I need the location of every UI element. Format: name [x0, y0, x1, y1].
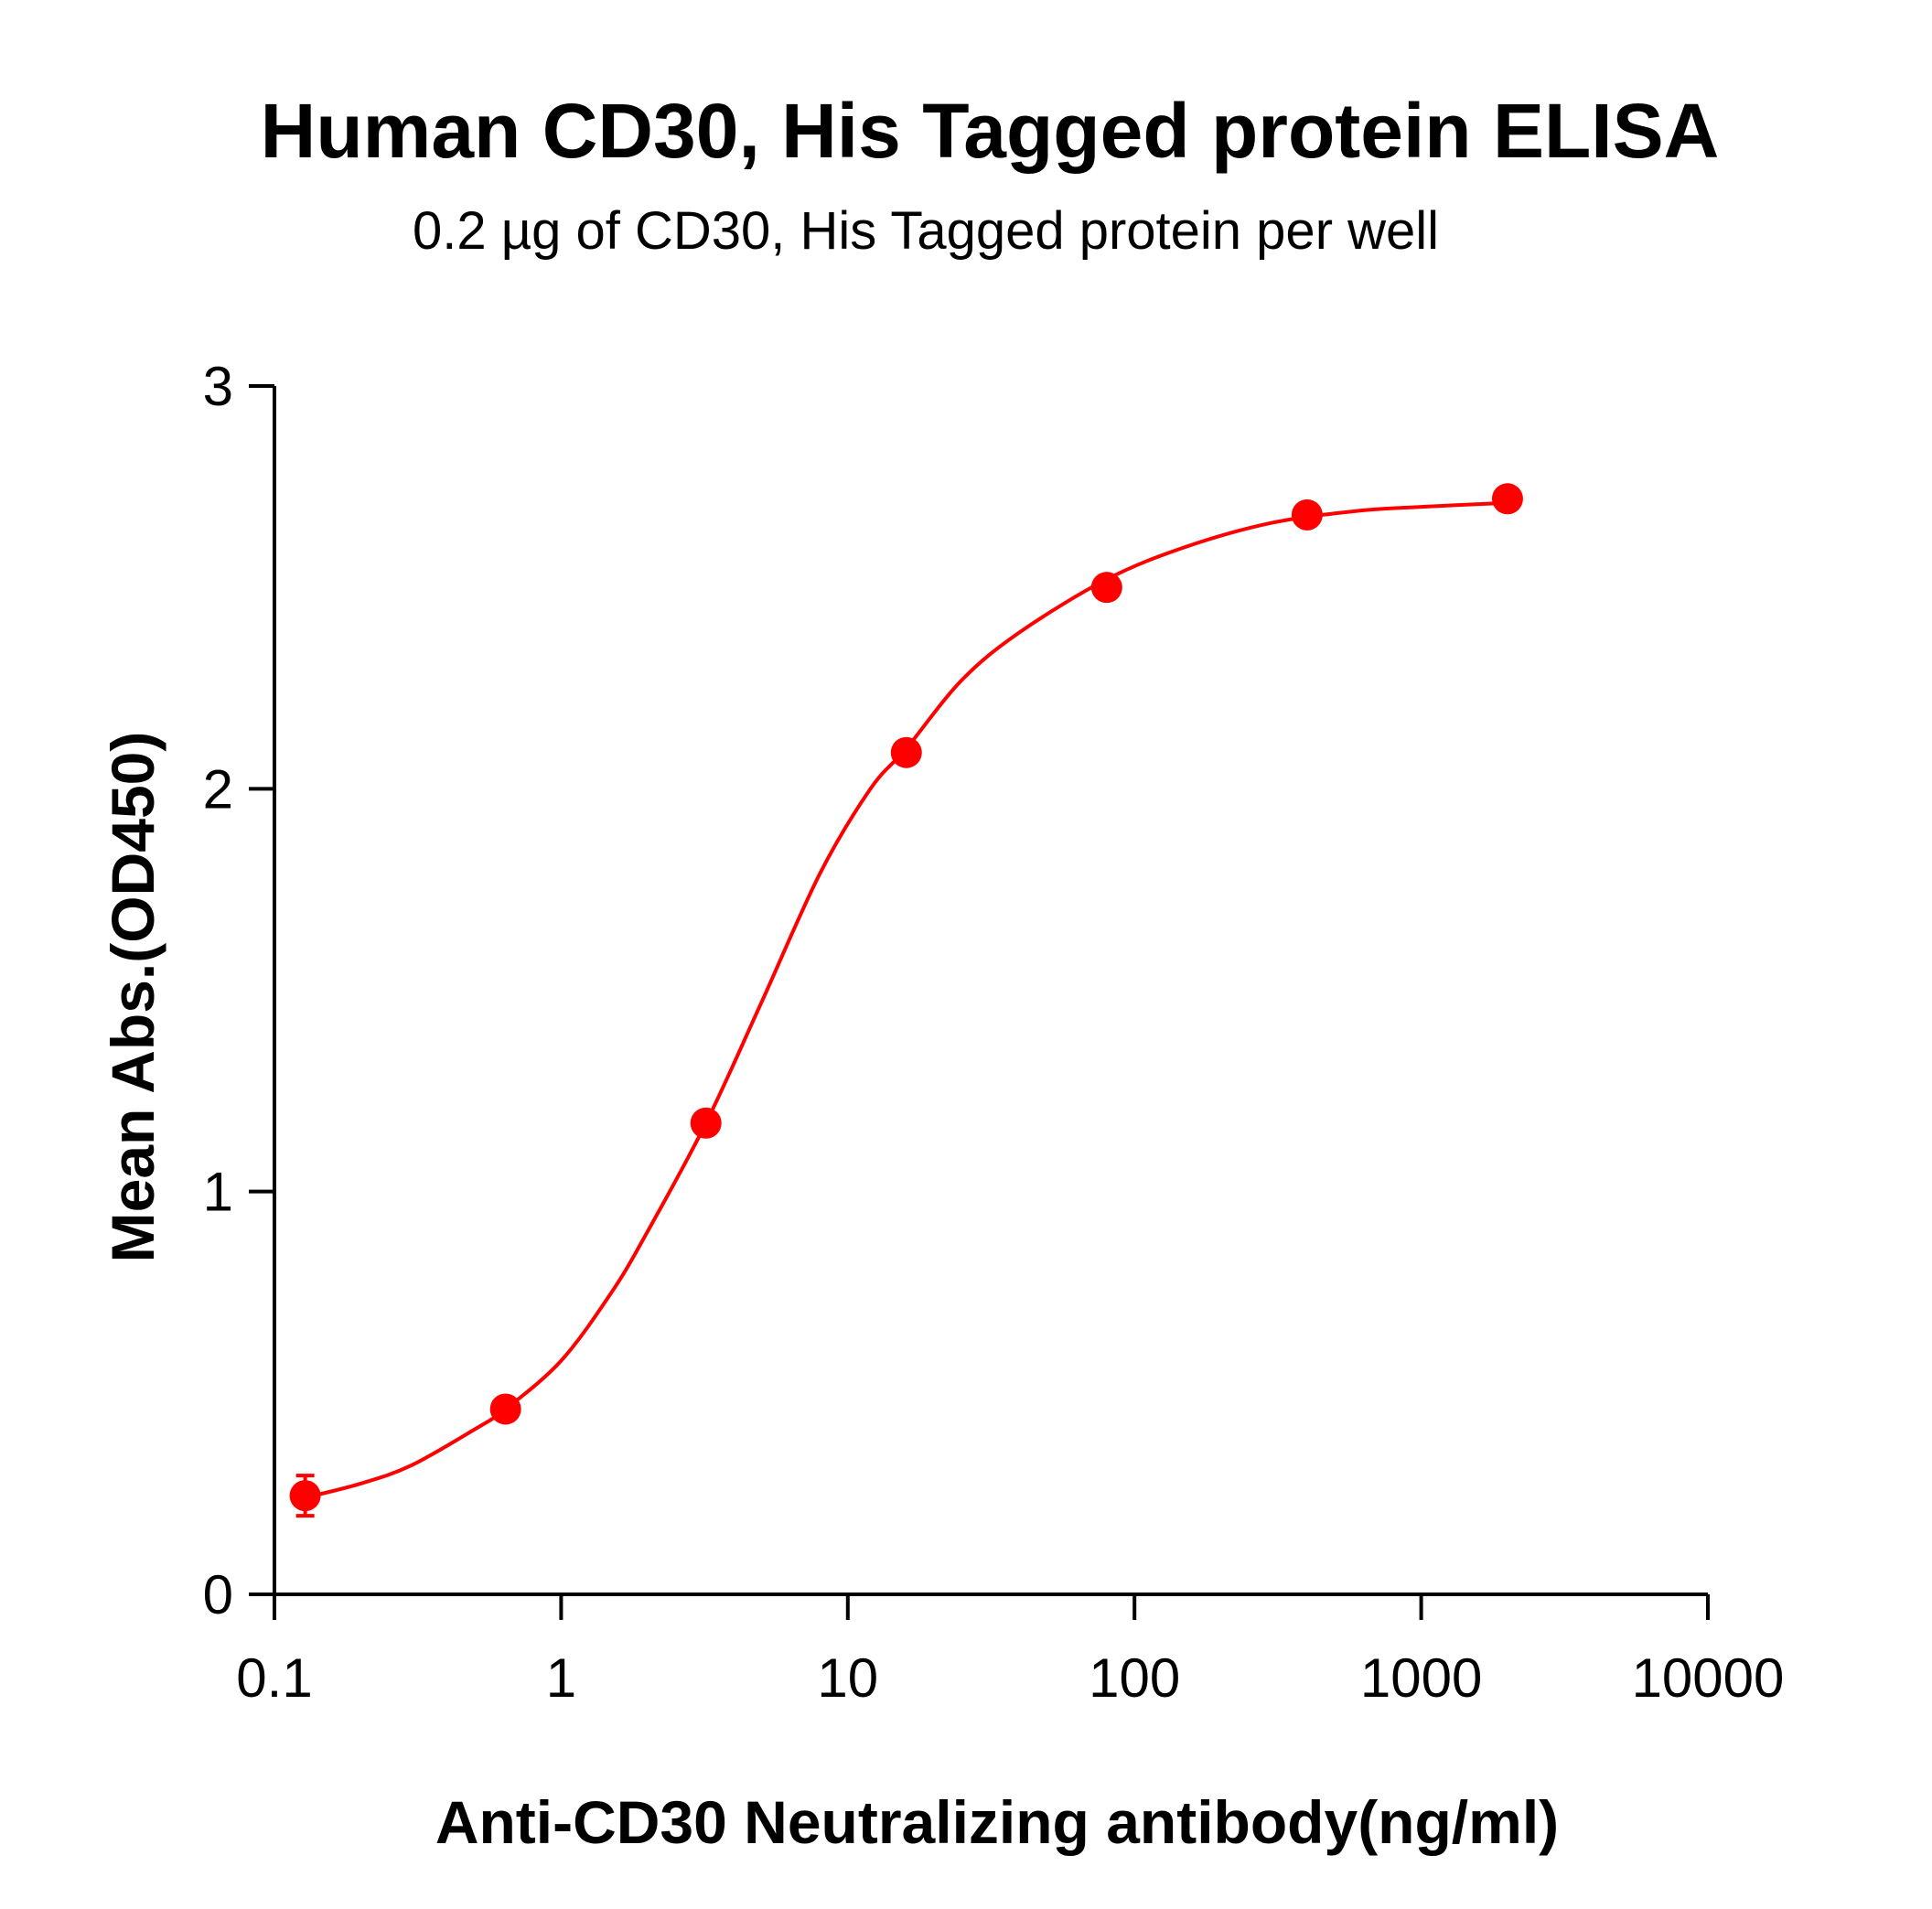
fit-curve-layer	[305, 500, 1508, 1500]
x-tick-label: 10	[817, 1647, 878, 1709]
chart-subtitle: 0.2 µg of CD30, His Tagged protein per w…	[413, 201, 1439, 261]
x-tick-label: 100	[1089, 1647, 1180, 1709]
x-tick-label: 1	[546, 1647, 576, 1709]
data-point	[1491, 483, 1523, 515]
y-axis: 0 1 2 3	[203, 356, 276, 1625]
y-tick-label: 3	[203, 356, 233, 417]
x-tick-label: 10000	[1632, 1647, 1785, 1709]
y-tick-label: 2	[203, 758, 233, 820]
y-axis-label: Mean Abs.(OD450)	[99, 732, 166, 1263]
data-point	[489, 1393, 521, 1425]
y-tick-label: 1	[203, 1162, 233, 1223]
chart-title: Human CD30, His Tagged protein ELISA	[261, 88, 1720, 174]
data-point	[690, 1107, 722, 1139]
fit-curve	[305, 500, 1508, 1500]
data-point	[890, 736, 922, 768]
x-tick-label: 1000	[1360, 1647, 1482, 1709]
x-tick-label: 0.1	[236, 1647, 312, 1709]
x-axis-label: Anti-CD30 Neutralizing antibody(ng/ml)	[435, 1788, 1559, 1856]
y-tick-label: 0	[203, 1564, 233, 1625]
data-point	[1090, 572, 1122, 604]
data-points-layer	[289, 483, 1523, 1518]
data-point	[289, 1480, 321, 1512]
data-point	[1291, 499, 1323, 531]
x-axis: 0.1 1 10 100 1000 10000	[236, 1593, 1785, 1709]
